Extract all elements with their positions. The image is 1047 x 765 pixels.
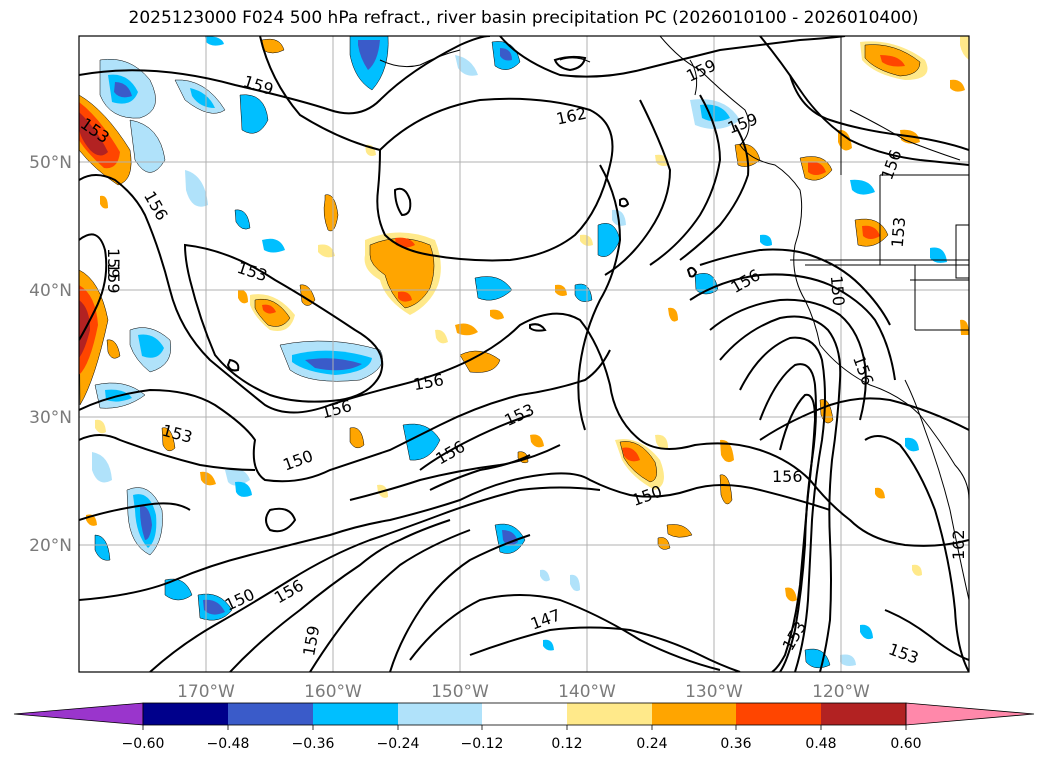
- lat-label: 30°N: [29, 408, 72, 428]
- colorbar-segment: [567, 703, 652, 725]
- map-frame: [78, 35, 970, 673]
- lon-label: 160°W: [304, 682, 362, 702]
- colorbar-tick-label: −0.24: [377, 736, 420, 752]
- colorbar-tick-label: 0.24: [636, 736, 667, 752]
- colorbar-tick-label: 0.60: [890, 736, 921, 752]
- colorbar-tick-label: −0.60: [122, 736, 165, 752]
- colorbar-tick-label: −0.48: [207, 736, 250, 752]
- colorbar-extend-high: [905, 702, 1035, 726]
- contour-label: 156: [772, 467, 803, 486]
- colorbar-segment: [143, 703, 228, 725]
- contour-label: 153: [888, 216, 910, 248]
- colorbar-extend-low: [13, 702, 144, 726]
- lon-label: 130°W: [685, 682, 743, 702]
- lat-label: 40°N: [29, 281, 72, 301]
- colorbar-segment: [652, 703, 736, 725]
- colorbar-segment: [736, 703, 821, 725]
- coastlines: [379, 36, 969, 601]
- contour-label: 150: [827, 275, 849, 307]
- contour-label: 162: [949, 529, 968, 560]
- lon-label: 150°W: [431, 682, 489, 702]
- lat-label: 20°N: [29, 536, 72, 556]
- colorbar-segment: [482, 703, 567, 725]
- map-background: [79, 36, 969, 672]
- colorbar-tick-label: −0.36: [292, 736, 335, 752]
- colorbar-segment: [398, 703, 482, 725]
- lon-label: 120°W: [812, 682, 870, 702]
- colorbar-tick-label: 0.12: [551, 736, 582, 752]
- colorbar-segment: [228, 703, 313, 725]
- map-title: 2025123000 F024 500 hPa refract., river …: [128, 8, 919, 28]
- latitude-labels: 50°N 40°N 30°N 20°N: [29, 153, 72, 556]
- colorbar-tick-label: 0.48: [805, 736, 836, 752]
- colorbar-tick-label: −0.12: [461, 736, 504, 752]
- colorbar-segment: [313, 703, 398, 725]
- longitude-labels: 170°W 160°W 150°W 140°W 130°W 120°W: [177, 682, 870, 702]
- height-contours: [79, 36, 969, 672]
- contour-label: 159: [104, 248, 123, 279]
- contour-label: 159: [104, 263, 123, 294]
- lat-label: 50°N: [29, 153, 72, 173]
- lon-label: 170°W: [177, 682, 235, 702]
- colorbar-tick-label: 0.36: [720, 736, 751, 752]
- colorbar-segment: [821, 703, 906, 725]
- lon-label: 140°W: [558, 682, 616, 702]
- colorbar: −0.60 −0.48 −0.36 −0.24 −0.12 0.12 0.24 …: [13, 702, 1035, 752]
